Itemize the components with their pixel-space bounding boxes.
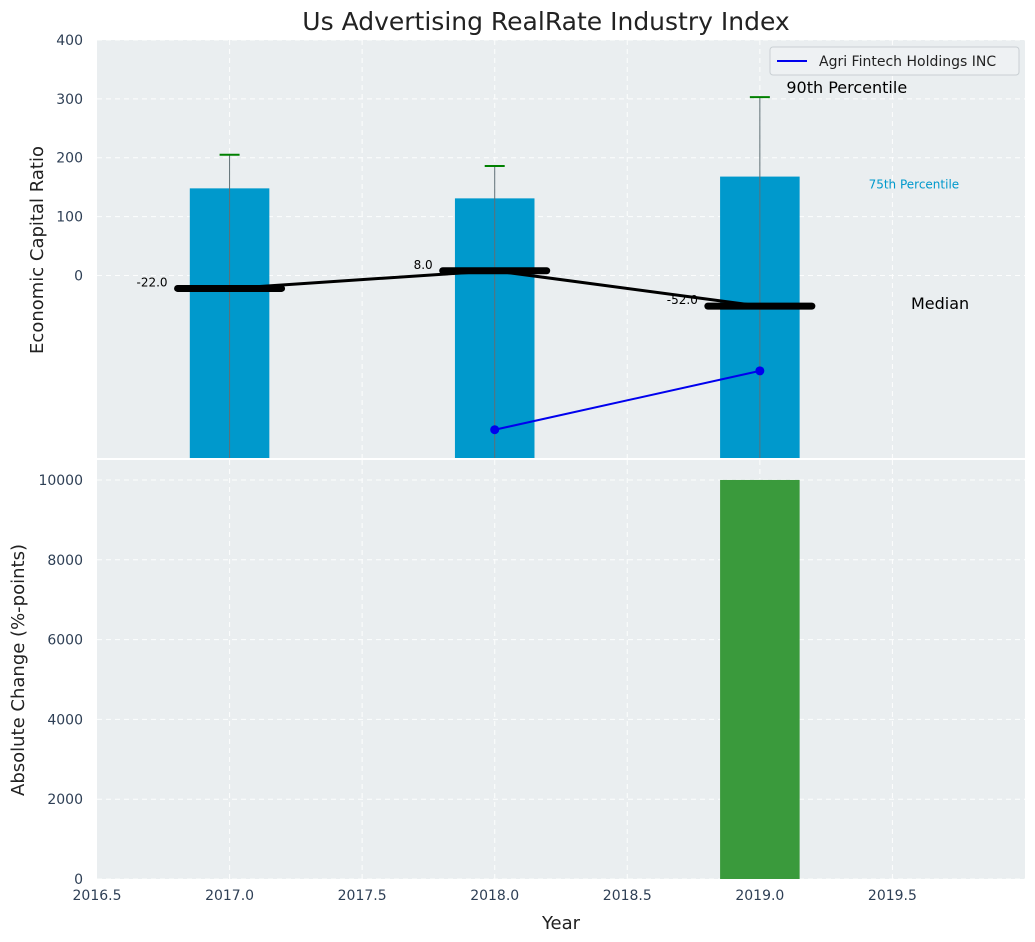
p75-annotation: 75th Percentile	[869, 177, 960, 191]
company-line	[494, 369, 761, 431]
top-ytick-label: 0	[74, 268, 83, 284]
xtick-label: 2018.5	[603, 888, 652, 904]
company-point	[755, 366, 765, 376]
xtick-label: 2018.0	[470, 888, 519, 904]
bottom-plot-area	[97, 460, 1025, 879]
top-ylabel: Economic Capital Ratio	[27, 146, 48, 354]
top-ytick-label: 300	[56, 92, 83, 108]
xtick-label: 2019.5	[868, 888, 917, 904]
bottom-ytick-label: 8000	[47, 553, 83, 569]
bottom-ytick-label: 6000	[47, 633, 83, 649]
median-value-label: -22.0	[137, 275, 168, 289]
bottom-ylabel: Absolute Change (%-points)	[8, 544, 29, 796]
top-ytick-label: 100	[56, 210, 83, 226]
median-value-label: 8.0	[414, 258, 433, 272]
xtick-label: 2019.0	[735, 888, 784, 904]
xtick-label: 2017.0	[205, 888, 254, 904]
xtick-label: 2017.5	[338, 888, 387, 904]
legend: Agri Fintech Holdings INC	[769, 46, 1020, 76]
top-panel: 400 300 200 100 0 -22.0 8.0 -52.0 90th Percentil…	[27, 33, 1025, 458]
legend-label: Agri Fintech Holdings INC	[819, 54, 996, 70]
median-annotation: Median	[911, 294, 969, 313]
median-value-label: -52.0	[667, 293, 698, 307]
company-point	[490, 425, 500, 435]
bottom-ytick-label: 10000	[38, 473, 83, 489]
chart-title: Us Advertising RealRate Industry Index	[302, 7, 789, 36]
xtick-label: 2016.5	[73, 888, 122, 904]
top-ytick-label: 200	[56, 151, 83, 167]
change-bar	[720, 479, 800, 879]
bottom-ytick-label: 2000	[47, 792, 83, 808]
top-ytick-label: 400	[56, 33, 83, 49]
legend-box	[769, 46, 1020, 76]
bottom-ytick-label: 4000	[47, 712, 83, 728]
p90-annotation: 90th Percentile	[786, 78, 907, 97]
xlabel: Year	[541, 913, 581, 934]
bottom-ytick-label: 0	[74, 872, 83, 888]
